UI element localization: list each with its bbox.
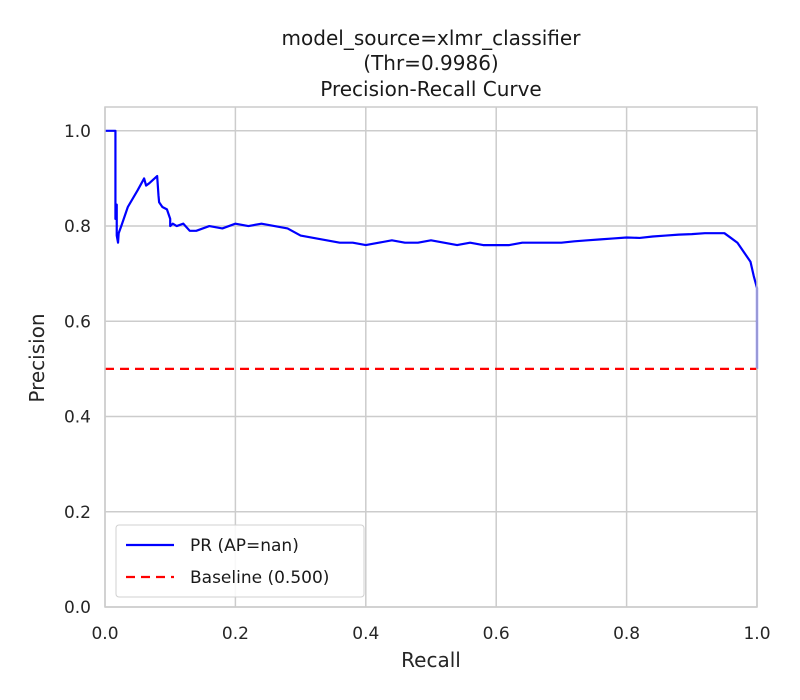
chart-title: model_source=xlmr_classifier (Thr=0.9986… [282, 26, 582, 101]
legend-label-pr: PR (AP=nan) [190, 536, 299, 556]
plot-frame [104, 106, 758, 608]
x-tick-label: 0.4 [352, 624, 379, 644]
legend-box [115, 524, 365, 598]
y-tick-label: 1.0 [64, 122, 91, 142]
title-line-3: Precision-Recall Curve [320, 77, 541, 101]
title-line-2: (Thr=0.9986) [363, 51, 498, 75]
title-line-1: model_source=xlmr_classifier [282, 26, 582, 50]
pr-curve-line [105, 129, 759, 369]
x-tick-label: 1.0 [743, 624, 770, 644]
plot-area [105, 129, 759, 370]
x-tick-label: 0.2 [222, 624, 249, 644]
x-tick-label: 0.6 [483, 624, 510, 644]
legend-label-baseline: Baseline (0.500) [190, 568, 329, 588]
tick-labels: 0.0 0.2 0.4 0.6 0.8 1.0 0.0 0.2 0.4 0.6 0.8 1.0 [64, 122, 771, 644]
y-tick-label: 0.4 [64, 408, 91, 428]
y-tick-label: 0.0 [64, 598, 91, 618]
x-axis-label: Recall [401, 648, 461, 672]
y-tick-label: 0.6 [64, 312, 91, 332]
y-axis-label: Precision [25, 313, 49, 402]
x-tick-label: 0.0 [91, 624, 118, 644]
legend: PR (AP=nan) Baseline (0.500) [115, 524, 365, 598]
x-tick-label: 0.8 [613, 624, 640, 644]
y-tick-label: 0.2 [64, 503, 91, 523]
y-tick-label: 0.8 [64, 217, 91, 237]
